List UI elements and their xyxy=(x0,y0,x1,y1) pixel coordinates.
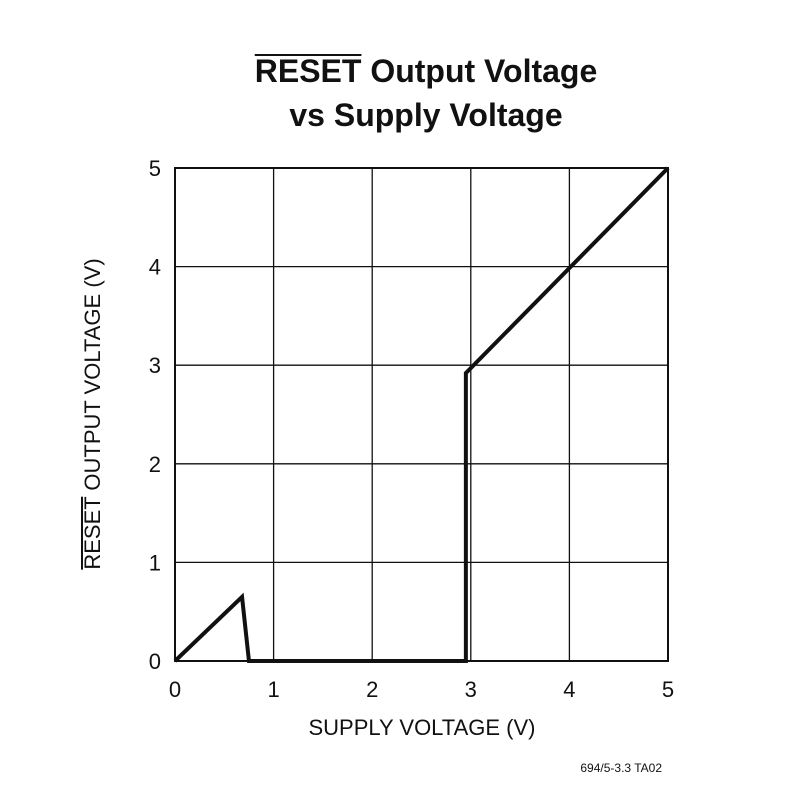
chart-title: RESET Output Voltage xyxy=(255,53,598,89)
x-tick-label: 3 xyxy=(465,677,477,702)
y-tick-label: 2 xyxy=(149,452,161,477)
x-tick-label: 4 xyxy=(563,677,575,702)
y-tick-label: 4 xyxy=(149,255,161,280)
x-tick-label: 5 xyxy=(662,677,674,702)
y-tick-label: 3 xyxy=(149,353,161,378)
y-axis-label: RESET OUTPUT VOLTAGE (V) xyxy=(80,258,105,569)
y-tick-label: 5 xyxy=(149,156,161,181)
footnote: 694/5-3.3 TA02 xyxy=(580,761,662,775)
y-tick-label: 0 xyxy=(149,649,161,674)
x-tick-label: 0 xyxy=(169,677,181,702)
x-tick-label: 2 xyxy=(366,677,378,702)
chart-title: vs Supply Voltage xyxy=(289,97,562,133)
x-axis-label: SUPPLY VOLTAGE (V) xyxy=(309,715,536,740)
x-tick-label: 1 xyxy=(267,677,279,702)
data-line xyxy=(173,166,670,663)
y-tick-label: 1 xyxy=(149,550,161,575)
